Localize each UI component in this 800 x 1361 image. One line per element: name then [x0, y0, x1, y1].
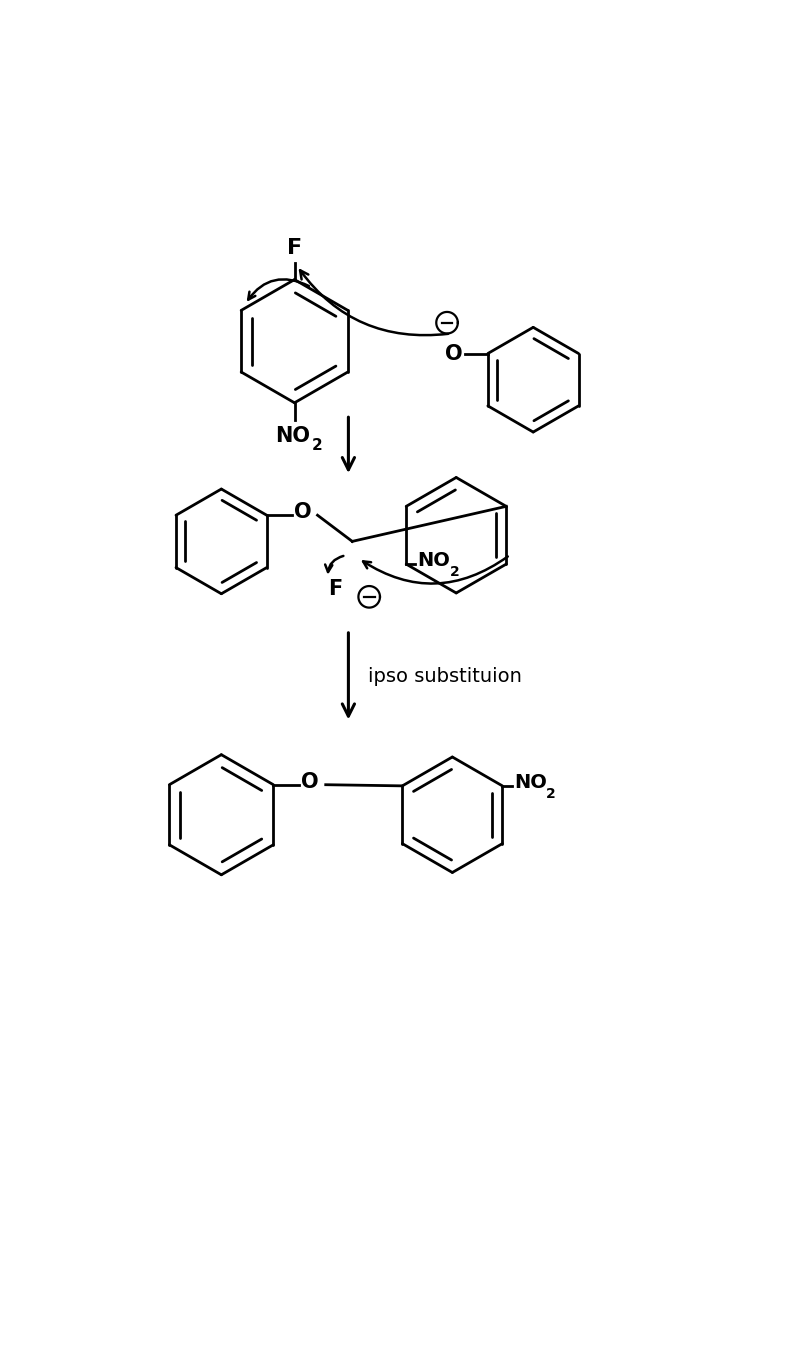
Text: ipso substituion: ipso substituion [368, 667, 522, 686]
Text: O: O [301, 772, 318, 792]
Text: O: O [294, 502, 312, 523]
Text: NO: NO [418, 551, 450, 570]
Text: NO: NO [514, 773, 546, 792]
Text: O: O [445, 343, 462, 363]
Text: F: F [287, 238, 302, 259]
Text: F: F [328, 580, 342, 599]
Text: NO: NO [275, 426, 310, 446]
Text: 2: 2 [546, 787, 556, 800]
Text: 2: 2 [311, 438, 322, 453]
Text: 2: 2 [450, 565, 460, 578]
